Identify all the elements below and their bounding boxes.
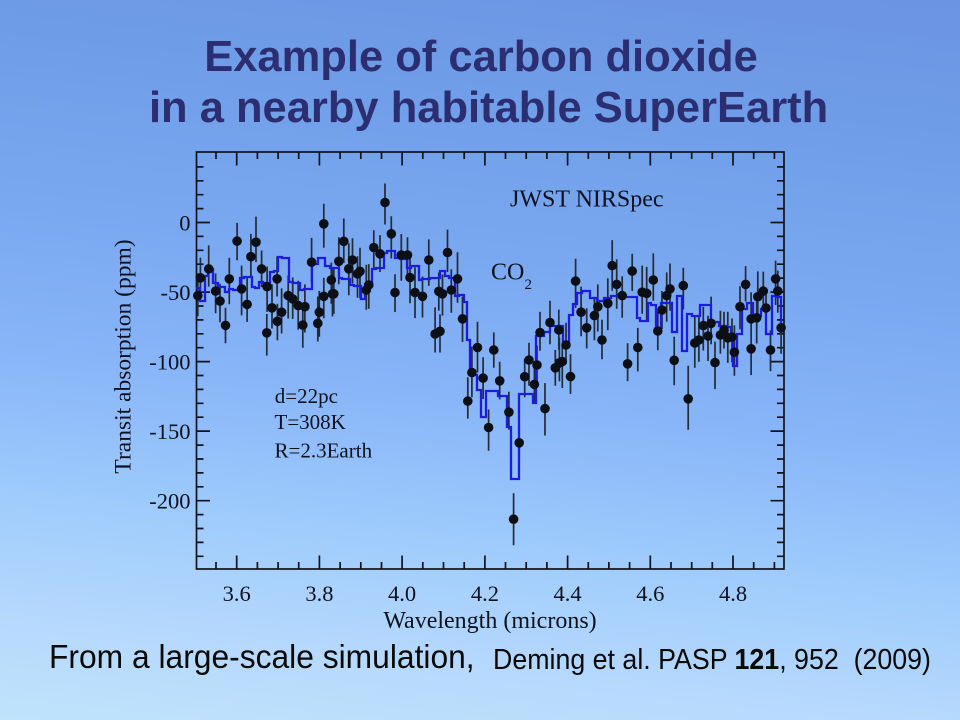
- svg-text:JWST NIRSpec: JWST NIRSpec: [510, 186, 664, 212]
- svg-text:T=308K: T=308K: [275, 410, 346, 434]
- svg-text:0: 0: [179, 211, 190, 236]
- svg-text:-200: -200: [149, 489, 190, 514]
- svg-text:4.0: 4.0: [388, 581, 416, 606]
- svg-text:4.4: 4.4: [554, 581, 582, 606]
- svg-text:-150: -150: [149, 419, 190, 444]
- svg-text:CO: CO: [491, 260, 524, 286]
- svg-text:-100: -100: [149, 350, 190, 375]
- svg-text:-50: -50: [161, 280, 191, 305]
- svg-text:R=2.3Earth: R=2.3Earth: [275, 438, 373, 462]
- svg-text:Transit absorption (ppm): Transit absorption (ppm): [111, 239, 137, 473]
- svg-text:4.6: 4.6: [636, 581, 664, 606]
- svg-text:4.2: 4.2: [471, 581, 499, 606]
- svg-text:3.6: 3.6: [223, 581, 251, 606]
- svg-text:2: 2: [525, 277, 533, 293]
- svg-text:Wavelength (microns): Wavelength (microns): [383, 608, 596, 634]
- svg-text:d=22pc: d=22pc: [275, 384, 338, 408]
- svg-text:3.8: 3.8: [305, 581, 333, 606]
- svg-text:4.8: 4.8: [719, 581, 747, 606]
